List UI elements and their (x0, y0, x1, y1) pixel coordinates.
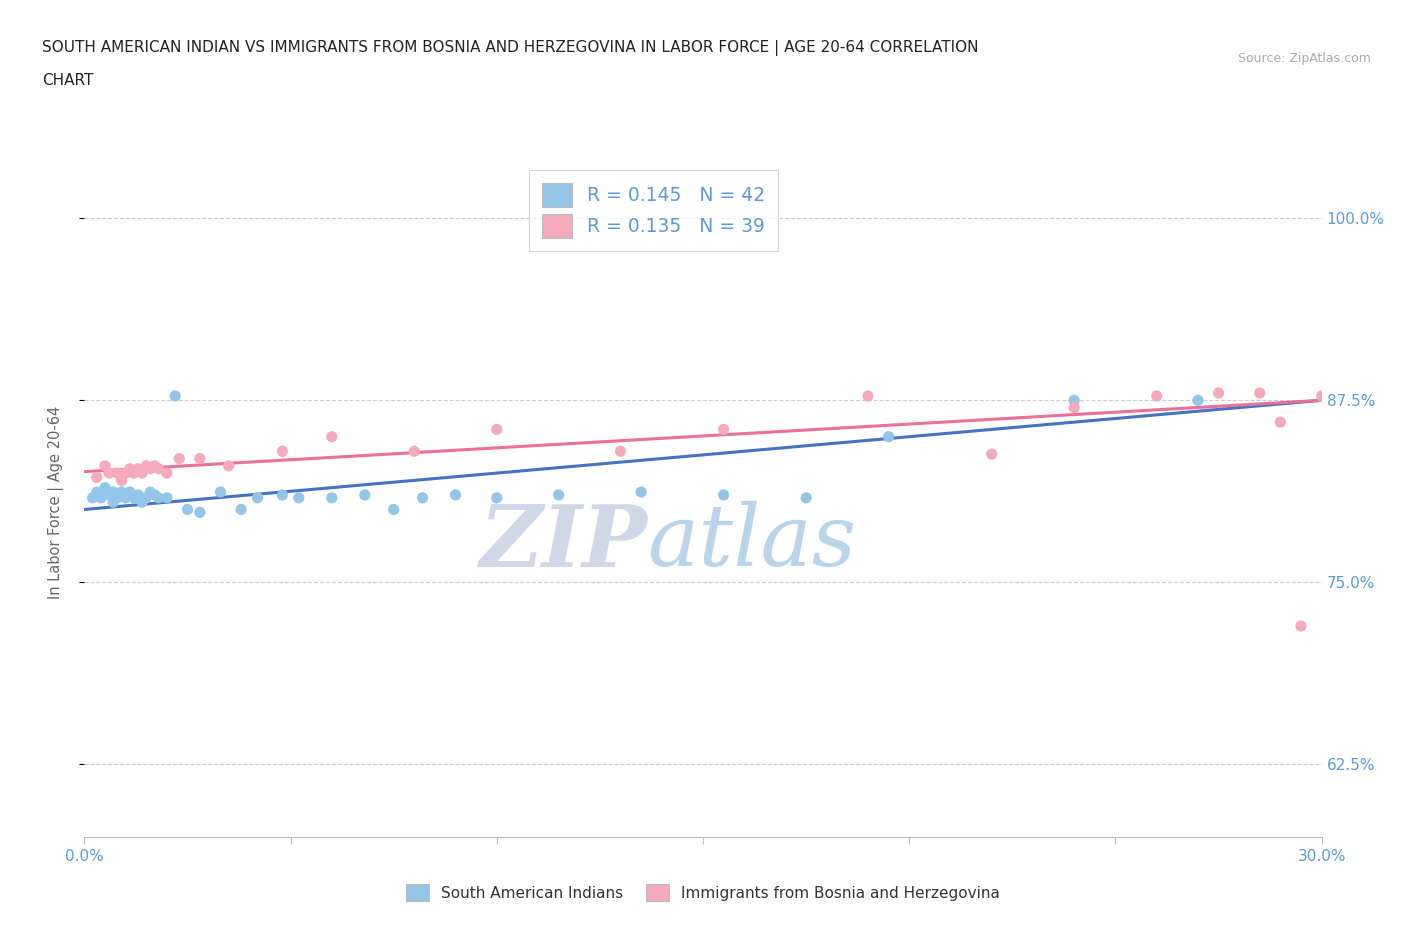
Point (103, 495, 125, 510)
Point (118, 461, 141, 476)
Point (218, 458, 240, 473)
Y-axis label: In Labor Force | Age 20-64: In Labor Force | Age 20-64 (48, 405, 63, 599)
Point (713, 422, 735, 437)
Point (139, 485, 162, 499)
Point (98, 487, 121, 502)
Point (229, 502, 252, 517)
Point (1270, 415, 1292, 430)
Point (271, 487, 294, 502)
Point (713, 487, 735, 502)
Text: Source: ZipAtlas.com: Source: ZipAtlas.com (1237, 52, 1371, 65)
Text: ZIP: ZIP (479, 500, 647, 584)
Point (122, 466, 145, 481)
Legend: South American Indians, Immigrants from Bosnia and Herzegovina: South American Indians, Immigrants from … (398, 877, 1008, 909)
Point (1310, 389, 1333, 404)
Point (1208, 386, 1230, 401)
Point (156, 490, 179, 505)
Point (127, 487, 149, 502)
Point (485, 490, 508, 505)
Point (353, 487, 375, 502)
Text: SOUTH AMERICAN INDIAN VS IMMIGRANTS FROM BOSNIA AND HERZEGOVINA IN LABOR FORCE |: SOUTH AMERICAN INDIAN VS IMMIGRANTS FROM… (42, 40, 979, 56)
Point (246, 490, 269, 505)
Point (114, 466, 136, 481)
Point (114, 490, 136, 505)
Point (1372, 590, 1395, 604)
Point (288, 490, 311, 505)
Point (1385, 389, 1406, 404)
Point (135, 490, 157, 505)
Point (143, 458, 166, 473)
Point (321, 490, 343, 505)
Point (90, 490, 112, 505)
Point (94, 480, 117, 495)
Point (1146, 389, 1168, 404)
Point (143, 487, 166, 502)
Point (110, 485, 132, 499)
Point (82, 490, 104, 505)
Point (1351, 389, 1374, 404)
Point (444, 487, 467, 502)
Point (188, 451, 211, 466)
Point (127, 490, 149, 505)
Point (148, 461, 170, 476)
Point (165, 389, 187, 404)
Point (105, 490, 128, 505)
Point (1063, 392, 1085, 407)
Point (122, 490, 145, 505)
Text: atlas: atlas (647, 501, 856, 584)
Point (404, 444, 426, 458)
Point (114, 487, 136, 502)
Point (609, 444, 631, 458)
Point (98, 466, 121, 481)
Point (1187, 392, 1209, 407)
Point (209, 485, 232, 499)
Point (156, 466, 179, 481)
Point (131, 495, 153, 510)
Point (131, 466, 153, 481)
Point (1249, 386, 1271, 401)
Text: CHART: CHART (42, 73, 94, 88)
Point (321, 430, 343, 445)
Point (1063, 400, 1085, 415)
Point (382, 502, 405, 517)
Point (94, 458, 117, 473)
Point (103, 485, 125, 499)
Point (877, 430, 900, 445)
Point (127, 461, 149, 476)
Point (188, 505, 211, 520)
Point (167, 451, 190, 466)
Point (1289, 618, 1312, 633)
Point (110, 473, 132, 488)
Point (412, 490, 434, 505)
Point (86, 470, 108, 485)
Legend: R = 0.145   N = 42, R = 0.135   N = 39: R = 0.145 N = 42, R = 0.135 N = 39 (529, 170, 778, 251)
Point (485, 422, 508, 437)
Point (547, 487, 569, 502)
Point (1331, 389, 1354, 404)
Point (105, 466, 128, 481)
Point (1393, 386, 1406, 401)
Point (794, 490, 817, 505)
Point (86, 485, 108, 499)
Point (148, 490, 170, 505)
Point (176, 502, 198, 517)
Point (271, 444, 294, 458)
Point (118, 485, 141, 499)
Point (139, 461, 162, 476)
Point (135, 458, 157, 473)
Point (630, 485, 652, 499)
Point (856, 389, 879, 404)
Point (980, 446, 1002, 461)
